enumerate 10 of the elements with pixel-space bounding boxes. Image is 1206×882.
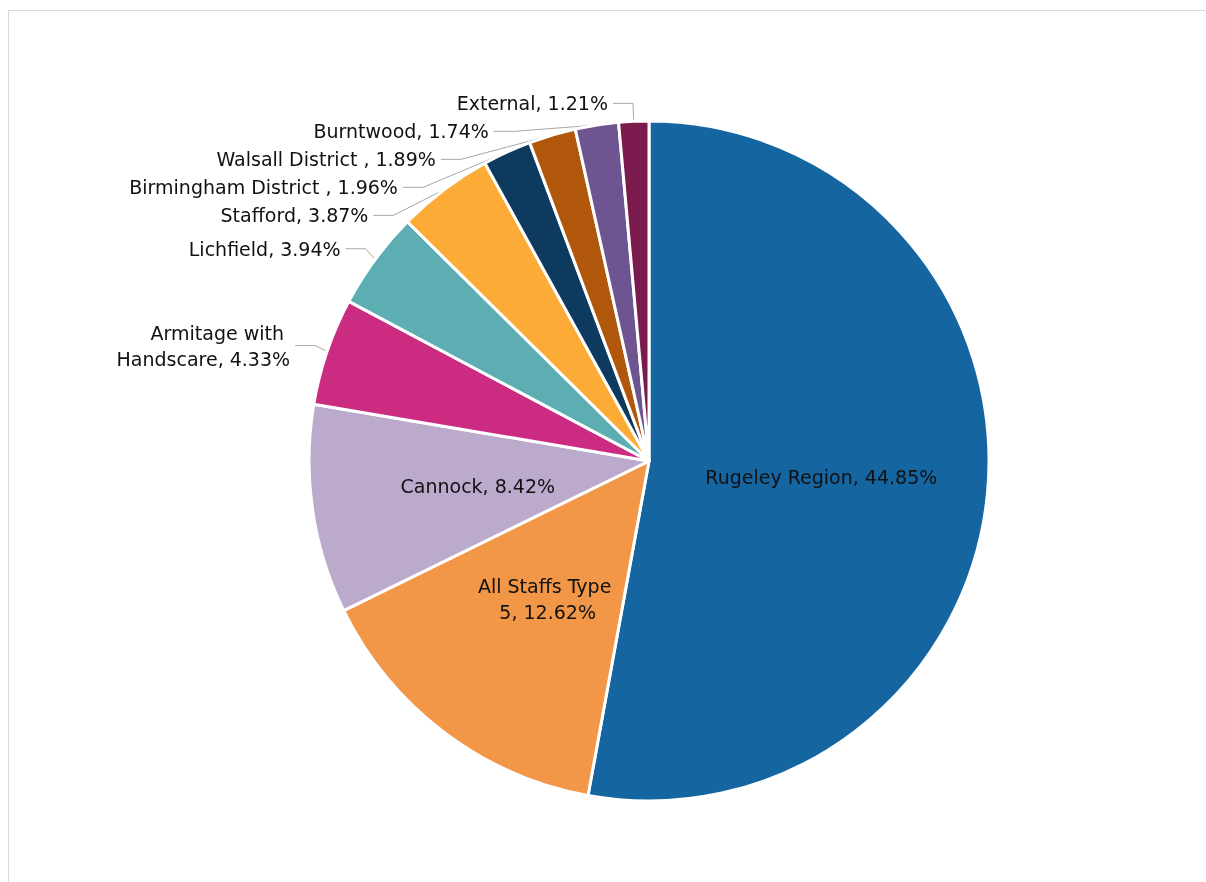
slice-label: Stafford, 3.87% (220, 204, 369, 227)
slice-label: Cannock, 8.42% (400, 474, 556, 497)
slice-label: Lichfield, 3.94% (188, 237, 341, 260)
slice-label: Burntwood, 1.74% (313, 120, 489, 143)
slice-label: Walsall District , 1.89% (216, 148, 436, 171)
slice-label: Birmingham District , 1.96% (129, 176, 398, 199)
slice-label: External, 1.21% (456, 92, 608, 115)
slice-label: Rugeley Region, 44.85% (705, 465, 938, 488)
slice-label: All Staffs Type 5, 12.62% (477, 574, 612, 623)
slice-label: Armitage with Handscare, 4.33% (116, 321, 291, 370)
